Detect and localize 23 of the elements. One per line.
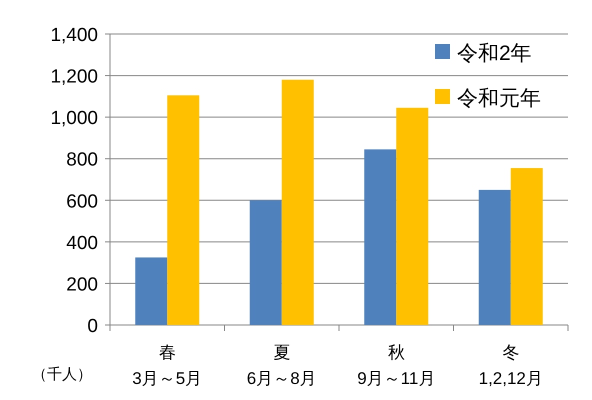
y-tick-label: 1,400 xyxy=(50,25,98,46)
x-tick-label: 冬 1,2,12月 xyxy=(478,343,543,388)
x-tick-label: 春 3月～5月 xyxy=(132,343,202,388)
y-tick-label: 600 xyxy=(66,191,98,212)
y-tick-label: 0 xyxy=(87,316,98,337)
bar xyxy=(364,149,396,325)
x-tick-label: 夏 6月～8月 xyxy=(246,343,317,388)
legend-label: 令和元年 xyxy=(457,87,541,110)
x-tick-label: 秋 9月～11月 xyxy=(357,343,436,388)
bar xyxy=(250,200,282,325)
bar xyxy=(478,190,511,325)
y-tick-label: 400 xyxy=(66,232,98,254)
y-tick-label: 1,200 xyxy=(50,66,98,88)
y-tick-label: 800 xyxy=(66,150,98,171)
y-tick-label: 200 xyxy=(66,274,98,296)
y-tick-label: 1,000 xyxy=(50,108,98,130)
bar xyxy=(282,80,314,325)
legend-label: 令和2年 xyxy=(457,42,532,65)
bar xyxy=(396,108,428,325)
bar xyxy=(167,95,200,325)
bar xyxy=(135,257,168,325)
y-axis-title: （千人） xyxy=(32,366,92,383)
bar xyxy=(510,168,543,325)
